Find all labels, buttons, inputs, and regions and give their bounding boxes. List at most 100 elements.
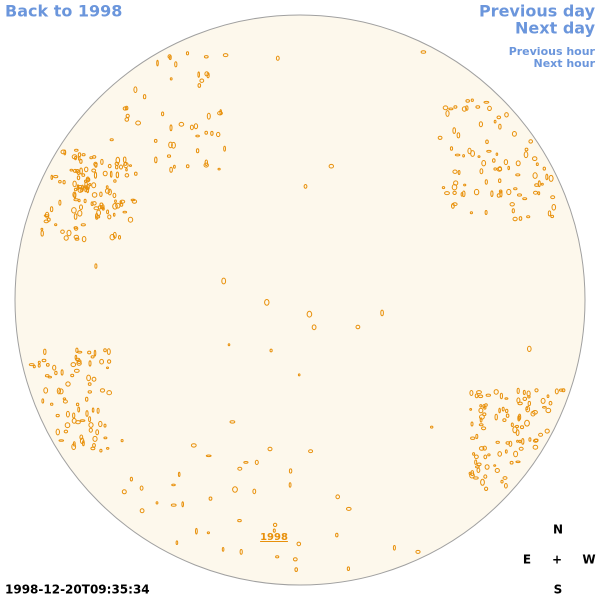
contour [497,451,503,457]
contour [275,555,280,559]
contour [142,94,147,100]
contour [37,360,41,365]
next-hour-link[interactable]: Next hour [534,57,596,70]
contour [75,347,79,353]
contour [482,445,487,451]
contour [74,237,80,241]
contour [452,190,457,195]
contour [522,389,526,396]
contour [83,198,87,204]
contour [534,438,539,443]
contour [100,158,104,165]
contour [195,148,200,154]
back-year-link[interactable]: Back to 1998 [5,2,122,21]
contour [294,567,299,572]
contour [528,437,532,442]
contour [70,362,77,368]
contour [112,203,118,210]
contour [498,123,502,130]
contour [484,210,488,215]
contour [121,489,127,495]
contour [154,156,158,164]
contour [515,429,520,437]
contour [45,363,50,367]
contour [104,188,111,194]
contour [493,464,497,467]
compass-south: S [554,583,563,597]
contour [232,486,238,493]
contour [469,211,473,215]
contour [487,105,492,112]
contour [513,187,518,191]
contour [95,429,100,436]
contour [72,441,76,447]
contour [120,439,124,443]
contour [505,413,510,418]
contour [101,204,105,211]
contour [495,152,499,156]
contour [534,388,539,393]
disk-year-link[interactable]: 1998 [260,532,288,543]
contour [97,205,102,210]
contour [64,422,71,429]
contour [254,459,259,465]
contour [252,488,257,495]
contour [499,190,503,198]
contour [484,464,490,470]
contour [498,407,501,414]
contour [168,141,173,149]
contour [272,522,278,528]
contour [93,171,98,179]
contour [272,528,276,533]
contour [169,166,173,173]
contour [498,189,503,194]
contour [155,501,159,505]
contour [28,363,35,367]
contour [175,540,179,546]
contour [76,175,81,181]
contour [470,436,476,440]
contour [69,168,74,172]
contour [89,156,94,160]
contour [135,120,142,126]
contour [66,229,72,237]
contour [216,131,221,138]
contour [237,466,243,471]
previous-day-link[interactable]: Previous day [479,2,596,21]
contour [190,443,197,448]
contour [129,476,133,482]
contour [181,501,184,508]
contour [500,479,504,484]
contour [102,170,108,177]
contour [139,485,144,491]
contour [521,438,525,445]
contour [161,111,165,117]
contour [86,374,91,382]
contour [515,173,521,177]
contour [73,226,78,230]
contour [239,549,243,555]
contour [483,100,490,104]
previous-hour-link[interactable]: Previous hour [509,45,596,58]
contour [518,439,522,444]
next-day-link[interactable]: Next day [515,19,596,38]
contour [91,168,97,173]
contour [71,154,78,160]
contour [516,387,520,394]
contour [515,460,521,464]
contour [115,171,120,179]
contour [169,77,173,81]
contour [106,447,110,450]
contour [115,156,121,164]
contour [311,324,317,331]
contour [469,472,475,479]
contour [79,204,83,210]
contour [527,400,531,407]
contour [490,190,494,197]
contour [153,138,158,143]
contour [483,474,488,479]
contour [75,402,80,407]
contours [28,50,566,572]
contour [477,155,481,158]
